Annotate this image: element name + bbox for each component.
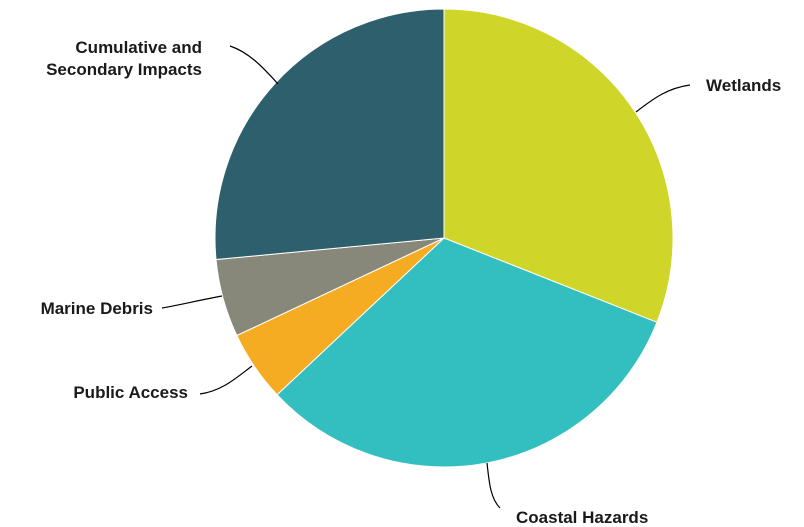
leader-line-cumulative-secondary-impacts	[229, 45, 279, 85]
leader-line-wetlands	[635, 84, 691, 113]
leader-lines	[161, 45, 691, 509]
slice-label-cumulative-secondary-impacts: Cumulative and Secondary Impacts	[46, 38, 202, 79]
leader-line-public-access	[199, 365, 253, 395]
pie-slice-cumulative-secondary-impacts	[214, 8, 445, 261]
pie-slice-coastal-hazards	[276, 237, 658, 468]
slice-label-marine-debris: Marine Debris	[41, 299, 153, 318]
slice-label-coastal-hazards: Coastal Hazards	[516, 508, 648, 527]
slice-labels: Wetlands Coastal Hazards Public Access Mari…	[41, 38, 782, 527]
slice-label-public-access: Public Access	[73, 383, 188, 402]
pie-slices	[214, 8, 674, 468]
slice-label-wetlands: Wetlands	[706, 76, 781, 95]
leader-line-marine-debris	[161, 295, 223, 309]
pie-slice-wetlands	[443, 8, 674, 323]
leader-line-coastal-hazards	[486, 462, 501, 509]
